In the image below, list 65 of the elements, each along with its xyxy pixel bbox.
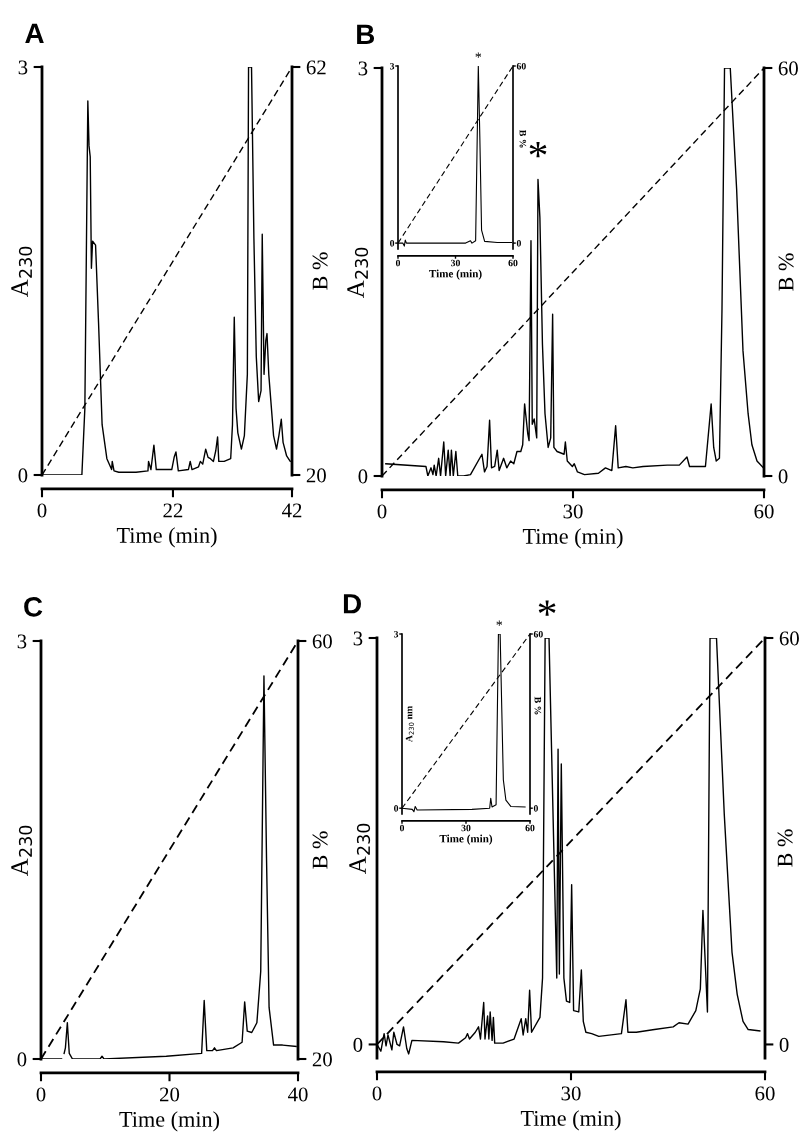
y2-tick-label: 60 [312,634,332,649]
y2-axis-title: B % [519,130,527,148]
y2-axis-title: B % [778,253,794,291]
y2-tick-label: 60 [778,61,798,76]
y-tick-label: 0 [358,469,368,484]
y2-tick-label: 60 [779,631,799,646]
x-tick-label: 0 [399,824,405,832]
y-axis-title: A$_{230}$ [349,823,371,874]
y-tick-label: 3 [358,61,368,76]
y2-axis-title: B % [312,831,328,869]
x-tick-label: 42 [281,503,302,518]
y-tick-label: 3 [353,631,363,646]
chart-title: C [24,597,43,617]
y-tick-label: 3 [18,60,28,75]
y2-tick-label: 0 [779,1037,789,1052]
y2-tick-label: 0 [533,805,538,812]
x-tick-label: 60 [508,259,518,267]
annotation: * [496,620,503,626]
y-axis-title: A$_{230}$ [11,246,33,297]
x-tick-label: 0 [36,1087,46,1102]
x-tick-label: 22 [163,503,183,518]
y2-tick-label: 62 [306,60,326,75]
x-axis-title: Time (min) [429,269,482,280]
y2-tick-label: 60 [516,62,526,70]
y2-tick-label: 0 [516,240,521,247]
annotation: * [529,141,547,158]
chart-title: B [357,24,375,44]
x-tick-label: 20 [160,1087,180,1102]
x-tick-label: 40 [287,1087,308,1102]
x-tick-label: 30 [561,1086,581,1101]
y-axis-title: A$_{230}$ nm [405,706,414,743]
y-axis-title: A$_{230}$ [11,825,33,876]
annotation: * [538,600,556,616]
x-axis-title: Time (min) [116,527,217,548]
x-axis-title: Time (min) [119,1111,220,1132]
chart-title: D [343,594,361,614]
y-tick-label: 3 [394,630,399,638]
y2-axis-title: B % [312,252,328,290]
x-tick-label: 60 [754,504,774,519]
y2-tick-label: 60 [533,630,543,638]
y2-tick-label: 20 [312,1052,332,1067]
y-axis-title: A$_{230}$ [347,247,369,298]
x-axis-title: Time (min) [439,834,493,845]
y-tick-label: 0 [394,805,399,812]
x-tick-label: 0 [372,1086,382,1101]
chart-title: A [25,23,44,43]
y2-tick-label: 20 [306,468,326,483]
x-axis-title: Time (min) [520,1110,621,1131]
x-tick-label: 30 [451,259,460,267]
y-tick-label: 0 [353,1037,363,1052]
y2-axis-title: B % [534,696,542,715]
x-tick-label: 0 [37,503,47,518]
x-tick-label: 30 [461,824,471,832]
y-tick-label: 0 [17,1052,27,1067]
x-axis-title: Time (min) [522,528,623,549]
x-tick-label: 30 [563,504,583,519]
y-tick-label: 3 [390,62,395,70]
y2-tick-label: 0 [778,469,788,484]
y-tick-label: 3 [17,634,27,649]
y2-axis-title: B % [777,829,793,867]
x-tick-label: 60 [755,1086,775,1101]
y-tick-label: 0 [390,240,395,247]
x-tick-label: 60 [525,824,535,832]
annotation: * [475,52,482,58]
y-tick-label: 0 [18,468,28,483]
